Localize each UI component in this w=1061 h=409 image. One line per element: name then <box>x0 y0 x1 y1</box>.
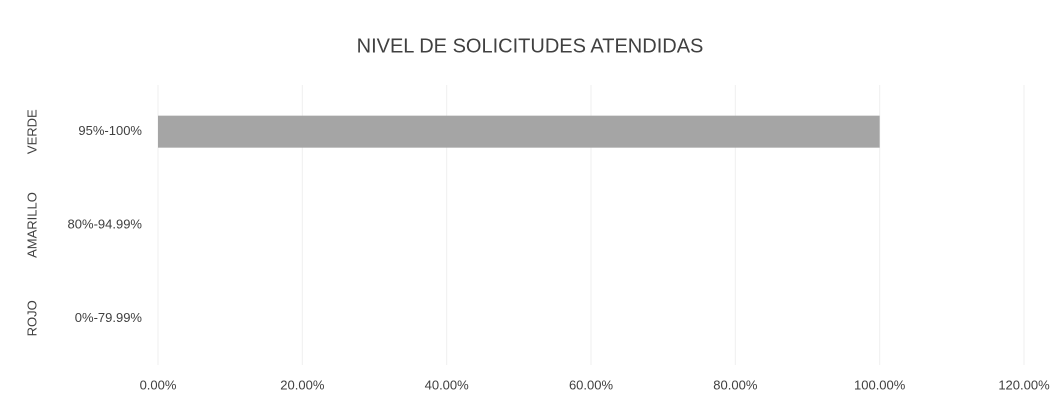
x-tick-label: 60.00% <box>569 377 614 392</box>
x-tick-label: 80.00% <box>713 377 758 392</box>
x-tick-label: 0.00% <box>140 377 177 392</box>
x-tick-label: 20.00% <box>280 377 325 392</box>
x-tick-label: 40.00% <box>425 377 470 392</box>
chart-title: NIVEL DE SOLICITUDES ATENDIDAS <box>357 35 704 57</box>
y-tick-label: 0%-79.99% <box>75 310 143 325</box>
y-tick-label: 80%-94.99% <box>68 216 143 231</box>
x-tick-label: 120.00% <box>998 377 1050 392</box>
y-group-label: AMARILLO <box>24 192 39 258</box>
y-tick-label: 95%-100% <box>78 123 142 138</box>
x-tick-label: 100.00% <box>854 377 906 392</box>
y-group-label: ROJO <box>24 300 39 336</box>
y-group-label: VERDE <box>24 109 39 154</box>
bar <box>158 115 880 148</box>
